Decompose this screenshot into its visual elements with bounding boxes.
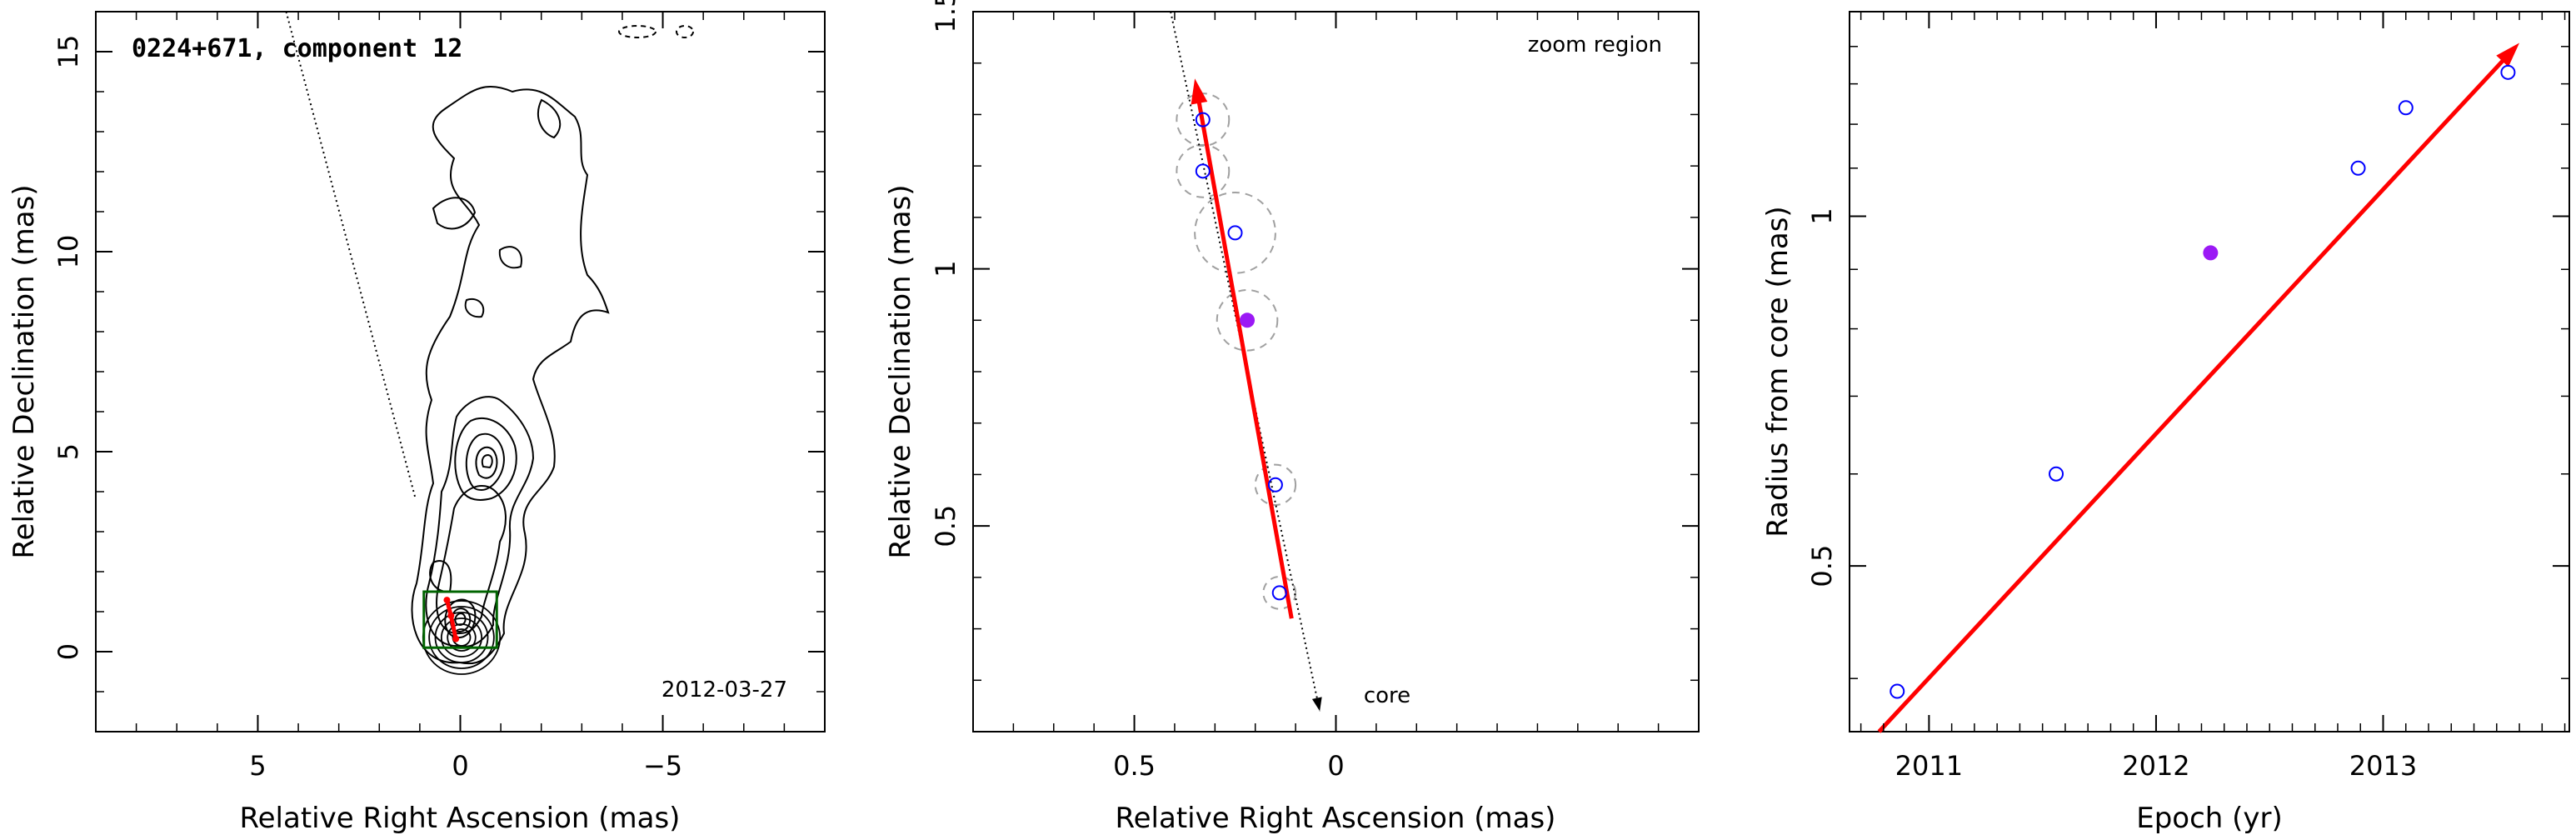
jet-direction-line	[285, 11, 417, 500]
contour-line	[481, 453, 493, 469]
panel1-date-label: 2012-03-27	[661, 678, 787, 702]
open-position-marker	[1267, 477, 1283, 492]
negative-contour	[676, 25, 694, 38]
panel3-x-tick-label: 2012	[2122, 750, 2189, 782]
panel1-ticks: 5 0 −5 0 5 10 15	[52, 11, 825, 782]
contour-line	[498, 246, 522, 269]
panel1-y-tick-label: 15	[52, 35, 84, 69]
panel1-x-tick-label: 0	[452, 750, 468, 782]
open-data-point	[2398, 100, 2414, 116]
panel2-ticks: 0.5 0 0.5 1 1.5	[930, 0, 1699, 782]
panel2-x-axis-title: Relative Right Ascension (mas)	[1116, 802, 1556, 835]
panel3-x-tick-label: 2011	[1895, 750, 1963, 782]
position-error-circle	[1216, 288, 1279, 352]
panel3-y-tick-label: 0.5	[1806, 545, 1838, 588]
open-data-point	[2500, 64, 2516, 80]
trajectory-point	[443, 597, 451, 604]
panel1-y-tick-label: 5	[52, 443, 84, 460]
trajectory-point	[452, 635, 460, 642]
contour-line	[432, 197, 477, 230]
panel2-x-tick-label: 0	[1327, 750, 1344, 782]
zoom-region-box	[422, 590, 498, 649]
open-data-point	[1890, 683, 1905, 699]
panel2-y-tick-label: 0.5	[930, 505, 961, 548]
panel1-y-tick-label: 10	[52, 235, 84, 269]
panel2-x-tick-label: 0.5	[1113, 750, 1156, 782]
core-contour-ring	[434, 612, 489, 663]
panel2-y-axis-title: Relative Declination (mas)	[884, 184, 917, 558]
trajectory-point	[447, 612, 455, 619]
open-position-marker	[1195, 112, 1211, 128]
contour-line	[465, 432, 506, 492]
contour-line	[464, 298, 485, 318]
panel1-marks	[285, 11, 498, 649]
panel2-marks	[1170, 11, 1322, 712]
contour-line	[411, 85, 610, 665]
panel3-frame	[1849, 11, 2570, 732]
fit-arrowhead	[2496, 42, 2520, 68]
fit-line	[1877, 52, 2511, 733]
panel2-y-tick-label: 1	[930, 260, 961, 277]
panel1-y-tick-label: 0	[52, 643, 84, 660]
panel2-frame	[972, 11, 1700, 732]
panel-radius-vs-epoch: 2011 2012 2013 0.5 1 Epoch (yr) Radius from …	[1761, 11, 2570, 835]
contour-line	[454, 612, 467, 627]
contour-line	[444, 598, 477, 639]
contour-line	[436, 484, 507, 635]
contour-line	[475, 446, 498, 479]
panel3-ticks: 2011 2012 2013 0.5 1	[1806, 12, 2569, 782]
panel3-marks	[1877, 42, 2520, 733]
panel1-title: 0224+671, component 12	[132, 34, 462, 63]
panel3-x-tick-label: 2013	[2349, 750, 2417, 782]
panel1-y-axis-title: Relative Declination (mas)	[7, 184, 41, 558]
core-contour-ring	[440, 618, 483, 658]
open-position-marker	[1195, 163, 1211, 179]
fit-arrowhead	[1191, 78, 1208, 105]
contour-line	[429, 560, 452, 593]
jet-direction-line	[1170, 11, 1321, 712]
contour-line	[537, 98, 562, 139]
position-error-circle	[1262, 576, 1297, 610]
panel-zoom-region: 0.5 0 0.5 1 1.5 zoom region core Relative Ri…	[884, 0, 1700, 835]
panel-contour-map: 5 0 −5 0 5 10 15 0224+671, component 12 2012-0…	[7, 11, 826, 835]
open-position-marker	[1227, 225, 1243, 241]
open-data-point	[2350, 160, 2366, 176]
core-contour-ring	[447, 623, 477, 652]
filled-position-marker	[1240, 312, 1256, 328]
panel2-y-tick-label: 1.5	[930, 0, 961, 32]
panel3-y-tick-label: 1	[1806, 208, 1838, 224]
filled-data-point	[2203, 245, 2219, 261]
negative-contour	[618, 25, 656, 38]
open-position-marker	[1271, 585, 1287, 601]
panel3-x-axis-title: Epoch (yr)	[2136, 802, 2283, 835]
position-error-circle	[1194, 191, 1276, 274]
panel3-y-axis-title: Radius from core (mas)	[1761, 206, 1795, 537]
panel2-zoom-label: zoom region	[1528, 32, 1662, 58]
panel1-x-tick-label: −5	[643, 750, 682, 782]
panel1-x-tick-label: 5	[249, 750, 266, 782]
panel1-x-axis-title: Relative Right Ascension (mas)	[240, 802, 681, 835]
core-contour-ring	[428, 606, 495, 669]
contour-line	[454, 417, 517, 501]
panel2-core-label: core	[1364, 683, 1410, 708]
open-data-point	[2049, 466, 2064, 482]
position-error-circle	[1176, 143, 1231, 198]
core-contour-ring	[452, 628, 472, 647]
position-error-circle	[1254, 463, 1297, 506]
panel1-contours	[411, 25, 694, 675]
direction-arrowhead	[1311, 697, 1322, 712]
fit-arrow-line	[1195, 92, 1294, 619]
